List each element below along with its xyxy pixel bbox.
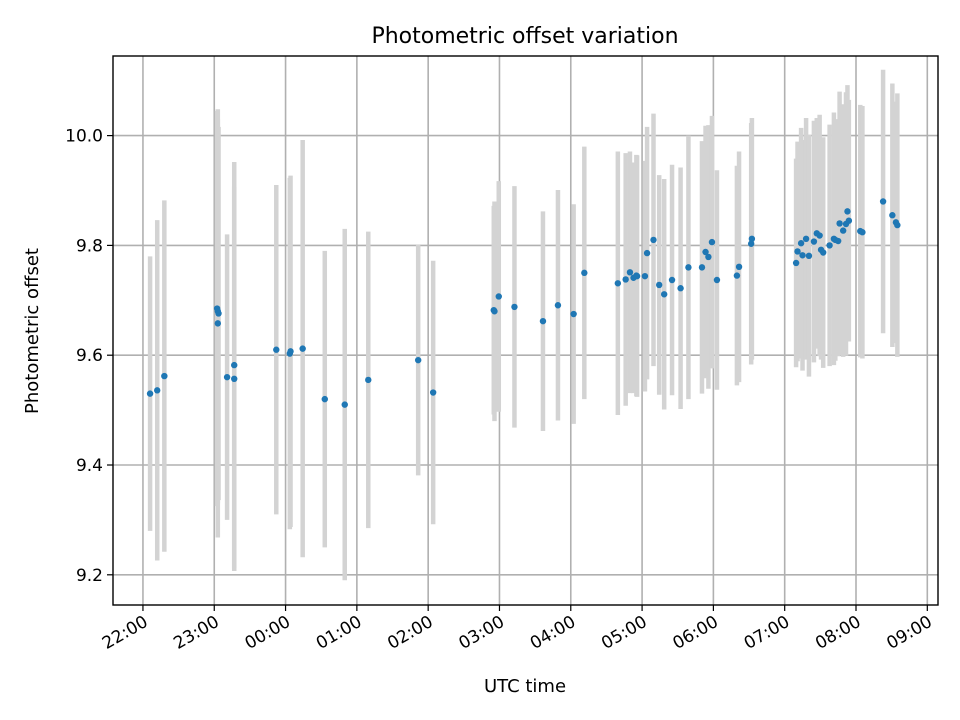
data-point	[539, 317, 547, 325]
data-point	[805, 252, 813, 260]
data-point	[819, 249, 827, 256]
data-point	[215, 310, 222, 317]
plot-frame	[112, 55, 939, 606]
data-point	[581, 269, 588, 277]
data-point	[341, 401, 348, 408]
x-tick-label: 22:00	[99, 612, 151, 654]
data-point	[614, 280, 622, 287]
x-tick-label: 05:00	[598, 612, 650, 654]
data-point	[321, 395, 328, 403]
data-point	[836, 220, 843, 227]
x-tick-label: 02:00	[384, 612, 436, 654]
data-point	[223, 373, 231, 381]
data-point	[633, 272, 641, 280]
data-point	[698, 264, 706, 271]
data-point	[799, 252, 806, 259]
data-point	[622, 276, 629, 283]
data-point	[708, 238, 716, 246]
x-tick-label: 09:00	[883, 612, 935, 654]
x-tick-label: 01:00	[313, 612, 365, 654]
x-tick-label: 06:00	[669, 612, 721, 654]
data-point	[626, 269, 634, 276]
data-point	[747, 240, 755, 247]
data-point	[491, 308, 498, 315]
data-point	[797, 240, 805, 247]
data-point	[677, 285, 684, 292]
x-tick-label: 23:00	[170, 612, 222, 654]
data-point	[429, 389, 437, 396]
data-point	[414, 356, 422, 364]
data-point	[685, 264, 692, 271]
data-point	[655, 281, 663, 289]
data-point	[641, 272, 649, 280]
data-point	[826, 242, 833, 249]
data-point	[273, 346, 280, 353]
data-point	[365, 376, 372, 384]
y-axis-label: Photometric offset	[22, 248, 43, 414]
data-point	[748, 235, 756, 243]
data-point	[792, 259, 800, 267]
x-tick-label: 07:00	[741, 612, 793, 654]
data-point	[554, 302, 562, 309]
data-point	[668, 276, 676, 284]
data-point	[570, 310, 577, 318]
data-point	[495, 293, 502, 300]
data-point	[231, 375, 238, 383]
data-point	[802, 235, 810, 243]
data-point	[879, 198, 887, 205]
x-tick-label: 04:00	[527, 612, 579, 654]
data-point	[794, 248, 801, 255]
data-point	[859, 229, 866, 236]
data-point	[650, 236, 657, 244]
data-point	[161, 372, 168, 380]
data-point	[705, 253, 712, 261]
data-point	[643, 249, 651, 257]
data-point	[839, 227, 847, 234]
data-point	[844, 208, 851, 215]
data-point	[735, 263, 743, 271]
data-point	[511, 303, 518, 311]
data-point	[834, 237, 842, 245]
data-point	[889, 212, 896, 219]
x-tick-label: 03:00	[456, 612, 508, 654]
data-point	[810, 238, 818, 245]
data-point	[146, 390, 154, 397]
data-point	[816, 232, 823, 239]
chart-title: Photometric offset variation	[371, 24, 678, 49]
data-point	[287, 348, 294, 355]
data-point	[231, 361, 238, 369]
data-point	[299, 345, 306, 352]
y-tick-label: 9.8	[76, 236, 103, 256]
data-point	[660, 291, 668, 298]
y-tick-label: 9.4	[76, 456, 103, 476]
y-tick-label: 9.2	[76, 566, 103, 586]
data-point	[894, 221, 901, 229]
data-point	[713, 276, 721, 284]
x-axis-label: UTC time	[484, 676, 566, 697]
data-point	[702, 248, 709, 256]
data-point	[845, 217, 853, 224]
data-point	[214, 320, 222, 327]
x-tick-label: 08:00	[812, 612, 864, 654]
data-points	[146, 198, 901, 408]
data-point	[154, 387, 161, 394]
data-point	[733, 272, 741, 279]
x-tick-label: 00:00	[242, 612, 294, 654]
y-tick-label: 10.0	[65, 127, 103, 147]
y-tick-label: 9.6	[76, 346, 103, 366]
